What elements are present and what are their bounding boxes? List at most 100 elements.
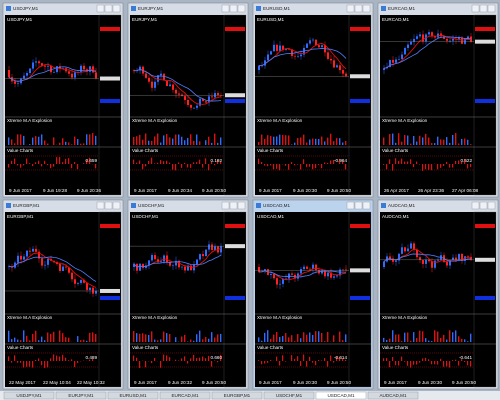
candle-body xyxy=(65,266,67,268)
value-bar xyxy=(455,359,457,361)
chart-window: EURJPY,M1 EURJPY,M1 Xtreme M.A Explosion Va… xyxy=(127,2,249,198)
window-button[interactable] xyxy=(104,201,113,210)
window-button[interactable] xyxy=(229,201,238,210)
window-button[interactable] xyxy=(346,4,355,13)
tab[interactable] xyxy=(263,391,315,400)
candle-body xyxy=(449,259,451,266)
indicator-bar xyxy=(77,336,79,342)
tab-label[interactable]: USDCHF,M1 xyxy=(276,393,303,398)
value-bar xyxy=(44,160,46,164)
value-bar xyxy=(220,354,222,361)
tab-label[interactable]: EURGBP,M1 xyxy=(224,393,251,398)
price-scale xyxy=(223,14,247,196)
value-bar xyxy=(139,361,141,368)
indicator-bar xyxy=(440,338,442,342)
tab[interactable] xyxy=(367,391,419,400)
tab[interactable] xyxy=(211,391,263,400)
window-button[interactable] xyxy=(237,201,246,210)
window-button[interactable] xyxy=(471,4,480,13)
window-button[interactable] xyxy=(487,201,496,210)
tab-label[interactable]: EURCAD,M1 xyxy=(171,393,199,398)
window-button[interactable] xyxy=(362,4,371,13)
indicator-label: Xtreme M.A Explosion xyxy=(132,315,178,320)
window-button[interactable] xyxy=(96,201,105,210)
indicator-bar xyxy=(288,337,290,342)
window-icon xyxy=(131,203,136,208)
value-bar xyxy=(214,164,216,166)
value-bar xyxy=(217,361,219,363)
value-bar xyxy=(309,164,311,167)
value-bar xyxy=(29,163,31,164)
tab[interactable] xyxy=(55,391,107,400)
value-chart-label: Value Charts xyxy=(382,148,409,153)
value-bar xyxy=(139,160,141,164)
window-button[interactable] xyxy=(354,201,363,210)
value-bar xyxy=(336,356,338,361)
window-button[interactable] xyxy=(487,4,496,13)
candle-body xyxy=(133,263,135,267)
value-bar xyxy=(464,158,466,164)
indicator-bar xyxy=(41,134,43,145)
indicator-bar xyxy=(68,337,70,342)
window-icon xyxy=(6,203,11,208)
indicator-bar xyxy=(26,335,28,342)
value-bar xyxy=(20,164,22,168)
value-bar xyxy=(398,361,400,366)
indicator-bar xyxy=(455,133,457,145)
value-bar xyxy=(187,164,189,168)
candle-body xyxy=(71,272,73,280)
value-bar xyxy=(181,358,183,361)
window-button[interactable] xyxy=(479,201,488,210)
window-button[interactable] xyxy=(362,201,371,210)
window-button[interactable] xyxy=(96,4,105,13)
indicator-bar xyxy=(17,339,19,342)
time-label: 9 Jun 20:50 xyxy=(327,188,351,193)
candle-body xyxy=(333,276,335,278)
indicator-bar xyxy=(217,334,219,342)
chart-window: EURCAD,M1 EURCAD,M1 Xtreme M.A Explosion Va… xyxy=(377,2,499,198)
candle-body xyxy=(392,258,394,262)
window-button[interactable] xyxy=(221,201,230,210)
indicator-bar xyxy=(20,340,22,342)
value-bar xyxy=(133,159,135,164)
candle-body xyxy=(285,49,287,50)
indicator-bar xyxy=(41,336,43,342)
candle-body xyxy=(428,259,430,262)
tab-label[interactable]: USDJPY,M1 xyxy=(16,393,42,398)
window-button[interactable] xyxy=(112,201,121,210)
value-bar xyxy=(20,361,22,363)
moving-average-blue xyxy=(8,256,97,282)
window-button[interactable] xyxy=(346,201,355,210)
candle-body xyxy=(318,45,320,48)
indicator-bar xyxy=(327,331,329,342)
value-bar xyxy=(208,164,210,171)
window-button[interactable] xyxy=(237,4,246,13)
window-title: EURJPY,M1 xyxy=(138,6,164,11)
window-button[interactable] xyxy=(354,4,363,13)
indicator-bar xyxy=(413,136,415,145)
tab-label[interactable]: EURJPY,M1 xyxy=(68,393,94,398)
candle-body xyxy=(148,260,150,266)
tab[interactable] xyxy=(107,391,159,400)
window-button[interactable] xyxy=(112,4,121,13)
tab[interactable] xyxy=(315,391,367,400)
tab[interactable] xyxy=(3,391,55,400)
value-bar xyxy=(50,164,52,169)
indicator-bar xyxy=(65,337,67,342)
value-bar xyxy=(404,361,406,362)
tab-label[interactable]: USDCAD,M1 xyxy=(327,393,355,398)
window-button[interactable] xyxy=(229,4,238,13)
moving-average-blue xyxy=(133,68,222,102)
candle-body xyxy=(404,247,406,252)
candle-body xyxy=(74,279,76,284)
indicator-bar xyxy=(443,334,445,342)
window-button[interactable] xyxy=(104,4,113,13)
window-button[interactable] xyxy=(479,4,488,13)
window-button[interactable] xyxy=(471,201,480,210)
tab-label[interactable]: EURUSD,M1 xyxy=(119,393,147,398)
value-bar xyxy=(279,164,281,171)
tab[interactable] xyxy=(159,391,211,400)
tab-label[interactable]: AUDCAD,M1 xyxy=(379,393,407,398)
window-button[interactable] xyxy=(221,4,230,13)
time-label: 9 Jun 2017 xyxy=(134,380,157,385)
